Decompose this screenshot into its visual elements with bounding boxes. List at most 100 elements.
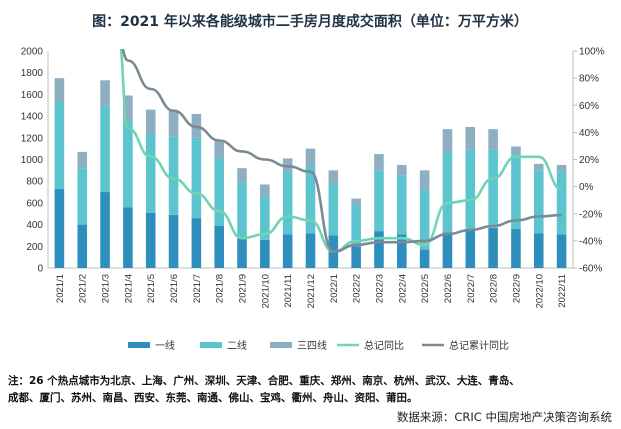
bar-tier2 bbox=[123, 121, 133, 208]
bar-tier1 bbox=[351, 246, 361, 268]
bar-tier3 bbox=[282, 158, 293, 172]
bar-tier2 bbox=[214, 158, 224, 226]
bar-tier1 bbox=[77, 224, 88, 268]
x-tick-label: 2021/11 bbox=[283, 274, 294, 308]
x-tick-label: 2022/4 bbox=[397, 274, 408, 303]
bar-tier3 bbox=[488, 129, 498, 150]
y-left-tick-label: 200 bbox=[26, 242, 43, 253]
bar-tier2 bbox=[374, 170, 384, 232]
legend-swatch-0 bbox=[128, 342, 150, 348]
x-tick-label: 2022/10 bbox=[534, 274, 545, 308]
x-tick-label: 2022/1 bbox=[329, 274, 340, 303]
bar-tier1 bbox=[237, 236, 247, 268]
bar-tier2 bbox=[54, 101, 65, 189]
y-left-tick-label: 0 bbox=[37, 264, 43, 275]
bar-tier1 bbox=[214, 225, 224, 268]
bar-tier1 bbox=[305, 233, 316, 268]
bar-tier3 bbox=[305, 148, 316, 167]
bar-tier1 bbox=[397, 234, 407, 268]
bar-tier1 bbox=[168, 214, 179, 268]
bar-tier1 bbox=[419, 249, 430, 268]
bar-tier2 bbox=[488, 149, 498, 228]
note-line-2: 成都、厦门、苏州、南昌、西安、东莞、南通、佛山、宝鸡、衢州、舟山、资阳、莆田。 bbox=[8, 391, 418, 404]
bar-tier2 bbox=[511, 154, 521, 229]
y-left-tick-label: 1400 bbox=[21, 112, 44, 123]
x-tick-label: 2022/11 bbox=[557, 274, 568, 308]
x-tick-label: 2021/7 bbox=[192, 274, 203, 303]
line-cumulative-yoy bbox=[121, 49, 562, 254]
y-right-tick-label: 0% bbox=[579, 182, 594, 193]
y-left-tick-label: 800 bbox=[26, 177, 43, 188]
x-tick-label: 2022/2 bbox=[352, 274, 363, 303]
bar-tier3 bbox=[145, 109, 156, 134]
x-tick-label: 2021/8 bbox=[215, 274, 226, 303]
x-tick-label: 2021/3 bbox=[101, 274, 112, 303]
bar-tier2 bbox=[77, 168, 88, 225]
bar-tier2 bbox=[237, 182, 247, 237]
bar-tier3 bbox=[442, 129, 453, 152]
bar-tier3 bbox=[328, 170, 339, 185]
bar-tier1 bbox=[374, 231, 384, 268]
legend-label-3: 总记同比 bbox=[364, 339, 404, 352]
note-line-1: 注：26 个热点城市为北京、上海、广州、深圳、天津、合肥、重庆、郑州、南京、杭州… bbox=[8, 374, 520, 387]
legend-label-1: 二线 bbox=[227, 339, 247, 352]
legend-swatch-1 bbox=[200, 342, 222, 348]
legend-swatch-2 bbox=[270, 342, 292, 348]
chart-legend: 一线 二线 三四线 总记同比 总记累计同比 bbox=[128, 339, 509, 352]
bar-tier3 bbox=[556, 164, 567, 172]
y-right-tick-label: 100% bbox=[579, 47, 605, 58]
bar-tier3 bbox=[123, 95, 133, 122]
x-tick-label: 2022/8 bbox=[489, 274, 500, 303]
x-tick-label: 2022/3 bbox=[374, 274, 385, 303]
data-source: 数据来源：CRIC 中国房地产决策咨询系统 bbox=[397, 410, 613, 424]
bar-tier3 bbox=[397, 164, 407, 176]
bar-tier3 bbox=[260, 184, 270, 197]
bar-tier1 bbox=[282, 234, 293, 268]
y-left-tick-label: 1600 bbox=[21, 90, 44, 101]
bar-tier3 bbox=[168, 110, 179, 137]
x-tick-label: 2022/6 bbox=[443, 274, 454, 303]
bar-tier2 bbox=[260, 196, 270, 240]
bar-tier2 bbox=[419, 189, 430, 250]
bar-tier2 bbox=[533, 170, 544, 234]
bar-tier1 bbox=[442, 232, 453, 268]
bar-tier1 bbox=[191, 218, 202, 268]
bar-tier2 bbox=[556, 171, 567, 235]
bar-tier1 bbox=[465, 230, 476, 268]
y-right-tick-label: -60% bbox=[579, 264, 602, 275]
bar-tier3 bbox=[54, 78, 65, 102]
bar-tier3 bbox=[100, 80, 110, 106]
bar-tier1 bbox=[511, 228, 521, 268]
bar-tier2 bbox=[442, 151, 453, 233]
bar-tier3 bbox=[511, 146, 521, 155]
bar-tier3 bbox=[351, 198, 361, 206]
x-tick-label: 2021/9 bbox=[238, 274, 249, 303]
x-tick-label: 2022/9 bbox=[511, 274, 522, 303]
y-left-tick-label: 600 bbox=[26, 198, 43, 209]
bar-tier1 bbox=[533, 233, 544, 268]
bar-tier1 bbox=[100, 192, 110, 268]
bar-tier1 bbox=[556, 234, 567, 268]
bar-tier1 bbox=[54, 188, 65, 268]
bar-tier2 bbox=[168, 136, 179, 215]
bar-tier2 bbox=[305, 166, 316, 234]
chart-title: 图：2021 年以来各能级城市二手房月度成交面积（单位：万平方米） bbox=[92, 13, 528, 30]
x-tick-label: 2021/6 bbox=[169, 274, 180, 303]
bar-tier2 bbox=[191, 137, 202, 219]
y-right-tick-label: -40% bbox=[579, 236, 602, 247]
legend-label-4: 总记累计同比 bbox=[449, 339, 509, 352]
bar-tier2 bbox=[282, 171, 293, 235]
bar-tier3 bbox=[533, 163, 544, 171]
legend-label-2: 三四线 bbox=[297, 339, 327, 352]
legend-label-0: 一线 bbox=[155, 339, 175, 352]
x-tick-label: 2021/5 bbox=[146, 274, 157, 303]
bar-tier2 bbox=[145, 133, 156, 213]
bar-tier2 bbox=[465, 149, 476, 231]
y-right-tick-label: 60% bbox=[579, 101, 599, 112]
x-tick-label: 2021/12 bbox=[306, 274, 317, 308]
y-right-tick-label: 40% bbox=[579, 128, 599, 139]
bar-tier3 bbox=[419, 170, 430, 190]
bar-tier1 bbox=[123, 207, 133, 268]
